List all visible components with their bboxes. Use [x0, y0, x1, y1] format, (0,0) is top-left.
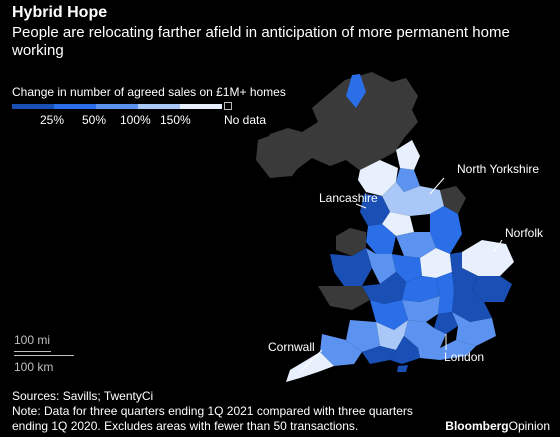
leader-cornwall	[299, 349, 323, 373]
footer-notes: Sources: Savills; TwentyCi Note: Data fo…	[12, 389, 432, 434]
region-cumbria	[358, 160, 398, 196]
region-mid-wales	[330, 248, 372, 286]
region-cornwall	[286, 352, 334, 382]
callout-cornwall: Cornwall	[268, 340, 315, 354]
region-west-yorkshire	[382, 212, 414, 236]
legend-nodata-swatch	[224, 102, 232, 110]
region-northumberland	[396, 140, 420, 170]
note-text: Note: Data for three quarters ending 1Q …	[12, 404, 413, 433]
region-cambridgeshire	[450, 252, 478, 290]
region-isle-of-wight	[397, 365, 408, 372]
chart-title: Hybrid Hope	[12, 4, 108, 21]
region-surrey	[404, 320, 446, 348]
leader-lancashire	[355, 203, 367, 209]
region-east-riding	[440, 186, 466, 214]
chart-subtitle: People are relocating farther afield in …	[12, 24, 510, 59]
legend-title: Change in number of agreed sales on £1M+…	[12, 85, 286, 99]
brand-part2: Opinion	[508, 419, 550, 433]
region-south-wales	[318, 286, 370, 310]
region-lancashire	[360, 194, 390, 226]
brand-part1: Bloomberg	[445, 419, 509, 433]
legend-color-bar	[12, 104, 222, 109]
region-cheshire	[366, 224, 396, 254]
region-somerset	[346, 320, 380, 352]
region-derbyshire	[396, 232, 436, 258]
legend-label-150: 150%	[160, 113, 191, 127]
legend-swatch-1	[12, 104, 54, 109]
scale-miles-label: 100 mi	[14, 333, 51, 347]
scale-km-label: 100 km	[14, 360, 54, 374]
region-sussex	[418, 340, 476, 360]
region-oxfordshire	[402, 296, 440, 322]
callout-north-yorkshire: North Yorkshire	[457, 162, 540, 176]
region-shropshire	[366, 248, 396, 284]
callout-london: London	[444, 350, 485, 364]
region-dorset	[362, 346, 396, 364]
legend-label-25: 25%	[40, 113, 65, 127]
region-scotland-southwest	[346, 74, 366, 108]
sources-text: Sources: Savills; TwentyCi	[12, 389, 154, 403]
region-devon	[320, 334, 362, 366]
region-london	[434, 312, 458, 334]
region-north-yorkshire	[382, 182, 444, 216]
region-hertfordshire	[436, 272, 454, 314]
legend-labels: 25% 50% 100% 150% No data	[12, 113, 312, 129]
region-wiltshire	[376, 320, 408, 350]
region-leicestershire	[420, 248, 452, 278]
region-lincolnshire	[430, 206, 462, 254]
callout-lancashire: Lancashire	[319, 191, 378, 205]
region-gloucestershire	[370, 300, 408, 330]
region-kent	[452, 312, 496, 346]
bloomberg-opinion-logo: BloombergOpinion	[445, 419, 550, 433]
region-herefordshire	[362, 272, 406, 304]
legend-swatch-2	[54, 104, 96, 109]
scale-bar-km	[14, 355, 74, 356]
region-staffordshire	[392, 254, 422, 282]
callout-norfolk: Norfolk	[505, 226, 544, 240]
leader-north-yorkshire	[429, 177, 445, 195]
legend-label-nodata: No data	[224, 113, 267, 127]
legend-swatch-4	[138, 104, 180, 109]
legend-label-100: 100%	[120, 113, 151, 127]
region-northern-ireland	[256, 132, 304, 178]
legend-swatch-5	[180, 104, 222, 109]
region-hampshire	[390, 336, 420, 364]
region-essex	[452, 290, 492, 322]
legend-label-50: 50%	[82, 113, 107, 127]
leader-norfolk	[493, 239, 503, 253]
region-norfolk	[462, 240, 514, 276]
region-north-wales	[336, 228, 366, 256]
scale-bar-miles	[14, 351, 51, 352]
region-durham	[396, 168, 420, 192]
region-northamptonshire	[402, 276, 440, 302]
region-suffolk	[472, 276, 512, 302]
legend-swatch-3	[96, 104, 138, 109]
